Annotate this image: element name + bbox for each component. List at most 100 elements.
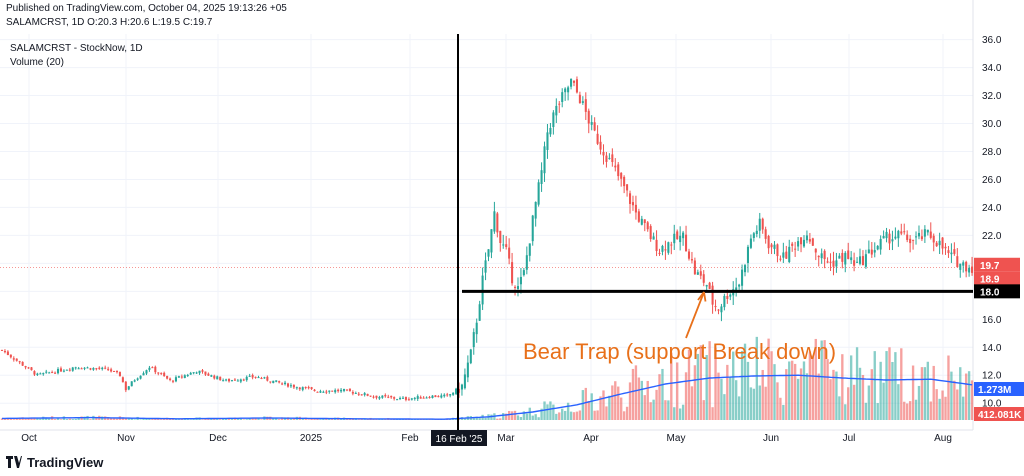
volume-bar <box>115 418 119 420</box>
candle-body <box>9 354 12 358</box>
volume-bar <box>652 399 655 420</box>
y-tick-label: 32.0 <box>982 91 1002 102</box>
volume-bar <box>847 387 850 420</box>
candle-body <box>511 262 514 284</box>
volume-bar <box>89 419 92 420</box>
volume-bar <box>578 410 582 420</box>
candle-body <box>599 141 602 150</box>
volume-bar <box>734 380 738 420</box>
legend-symbol-title[interactable]: SALAMCRST - StockNow, 1D <box>10 43 143 54</box>
candle-body <box>800 237 803 245</box>
volume-bar <box>260 419 263 420</box>
volume-bar <box>563 410 567 420</box>
y-tick-label: 22.0 <box>982 231 1002 242</box>
candle-body <box>266 376 269 381</box>
volume-bar <box>472 417 475 420</box>
legend-volume-title[interactable]: Volume (20) <box>10 57 64 68</box>
candle-body <box>502 244 505 246</box>
volume-label-bg <box>974 407 1024 421</box>
candle-body <box>174 377 177 382</box>
candle-body <box>375 395 378 398</box>
candle-body <box>254 376 257 378</box>
volume-bar <box>773 364 776 420</box>
volume-bar <box>681 404 685 420</box>
volume-bar <box>584 387 587 420</box>
candle-body <box>372 396 375 398</box>
candle-body <box>971 266 974 273</box>
volume-bar <box>9 418 13 420</box>
candle-body <box>369 395 372 397</box>
candle-body <box>891 239 894 242</box>
volume-bar <box>788 361 791 420</box>
volume-bar <box>505 413 508 420</box>
candle-body <box>113 370 116 372</box>
candle-body <box>741 269 744 286</box>
candle-body <box>932 235 935 243</box>
candle-body <box>490 229 493 253</box>
annotation-text: Bear Trap (support Break down) <box>523 339 836 364</box>
candle-body <box>791 243 794 246</box>
volume-bar <box>47 418 51 420</box>
volume-bar <box>507 410 511 420</box>
volume-bar <box>649 402 652 420</box>
candle-body <box>623 176 626 187</box>
volume-bar <box>655 389 658 420</box>
candle-body <box>257 377 260 379</box>
candle-body <box>83 367 86 369</box>
volume-axis-label: 412.081K <box>978 410 1022 421</box>
volume-bar <box>77 417 80 420</box>
candle-body <box>679 235 682 243</box>
volume-bar <box>12 419 15 420</box>
candle-body <box>938 240 941 246</box>
candle-body <box>702 274 705 283</box>
volume-bar <box>525 413 529 420</box>
candle-body <box>449 394 452 396</box>
x-tick-label: 2025 <box>300 433 323 444</box>
x-tick-label: Nov <box>117 433 135 444</box>
candle-body <box>888 233 891 244</box>
volume-bar <box>569 411 573 420</box>
volume-bar <box>448 419 452 420</box>
candle-body <box>646 222 649 230</box>
candle-body <box>201 370 204 372</box>
candle-body <box>337 389 340 392</box>
x-tick-label: Aug <box>934 433 952 444</box>
volume-bar <box>398 419 402 420</box>
volume-bar <box>808 351 812 420</box>
volume-bar <box>705 354 708 420</box>
last-price-label-bg <box>974 257 1020 272</box>
volume-bar <box>192 419 195 420</box>
last-price-label: 19.7 <box>980 261 1000 272</box>
volume-bar <box>307 419 310 420</box>
volume-bar <box>749 387 753 420</box>
volume-bar <box>737 396 741 420</box>
volume-bar <box>59 419 63 420</box>
volume-bar <box>720 378 723 420</box>
candle-body <box>626 184 629 191</box>
volume-bar <box>661 368 664 420</box>
candle-body <box>195 372 198 374</box>
candle-body <box>6 351 9 356</box>
candle-body <box>726 296 729 299</box>
volume-bar <box>248 418 251 420</box>
candle-body <box>705 285 708 287</box>
candle-body <box>543 146 546 174</box>
chart-legend: SALAMCRST - StockNow, 1D Volume (20) <box>10 42 143 70</box>
volume-bar <box>917 385 921 420</box>
candle-body <box>897 230 900 239</box>
volume-bar <box>793 363 797 420</box>
volume-bar <box>74 418 77 420</box>
candle-body <box>275 380 278 382</box>
candle-body <box>228 378 231 382</box>
candle-body <box>870 249 873 255</box>
candle-body <box>230 380 234 382</box>
volume-bar <box>670 352 673 420</box>
volume-bar <box>673 407 676 420</box>
candle-body <box>310 387 313 389</box>
volume-bar <box>484 417 487 420</box>
candle-body <box>410 398 413 400</box>
volume-bar <box>310 418 313 420</box>
volume-bar <box>608 395 611 420</box>
volume-bar <box>829 379 832 420</box>
